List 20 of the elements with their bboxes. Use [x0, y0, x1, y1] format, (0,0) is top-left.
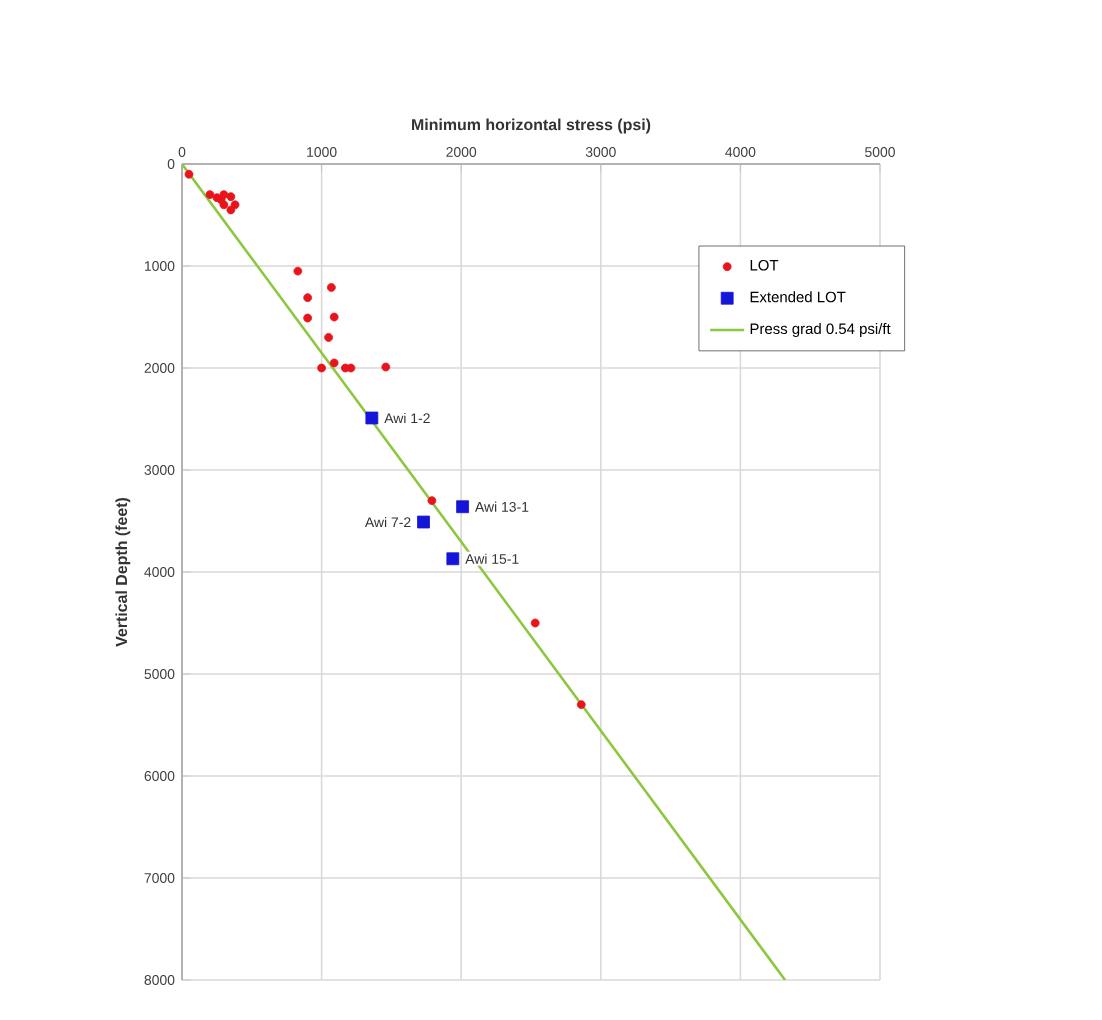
point [326, 283, 336, 292]
point [446, 552, 460, 566]
point [456, 500, 469, 514]
point [226, 192, 236, 202]
point [427, 496, 437, 505]
point [205, 190, 215, 199]
point [303, 293, 313, 303]
point [329, 358, 339, 368]
point [184, 169, 194, 179]
point [530, 618, 540, 628]
point [576, 700, 586, 709]
point [226, 205, 236, 215]
point [381, 362, 391, 372]
point [303, 313, 313, 323]
point [329, 312, 339, 322]
point [324, 333, 333, 342]
point [317, 363, 326, 373]
point [417, 515, 430, 529]
point [365, 411, 379, 425]
point [293, 266, 303, 276]
